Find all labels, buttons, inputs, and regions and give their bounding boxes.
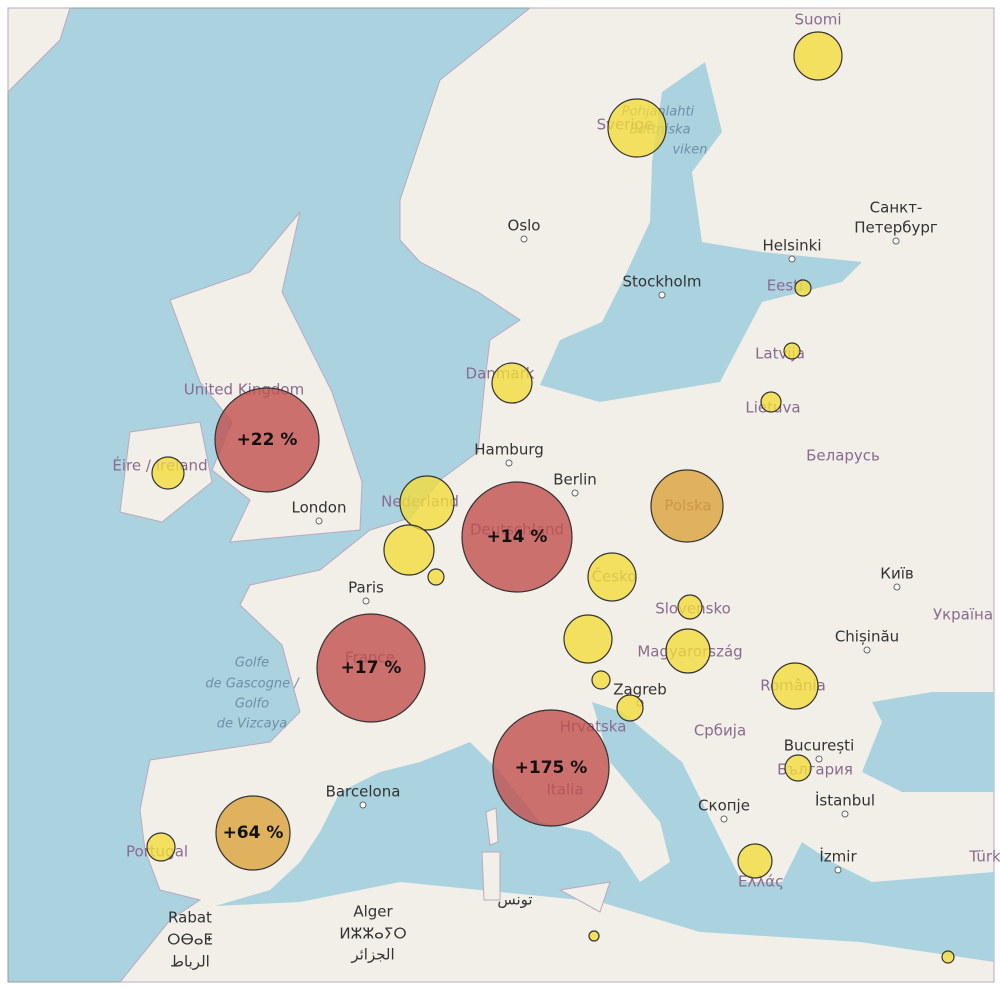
place-label: Србија — [694, 722, 746, 740]
land — [118, 7, 995, 983]
marker — [587, 552, 637, 602]
place-label: الجزائر — [350, 946, 394, 964]
city-dot — [893, 583, 901, 591]
mediterranean-sea — [215, 702, 994, 962]
marker — [941, 950, 955, 964]
marker — [461, 481, 573, 593]
marker — [771, 662, 819, 710]
marker — [215, 795, 291, 871]
place-label: Київ — [880, 565, 913, 583]
place-label: Hamburg — [474, 441, 544, 459]
place-label: İzmir — [819, 847, 857, 866]
place-label: Helsinki — [762, 237, 821, 255]
marker — [491, 362, 533, 404]
sicily — [558, 881, 611, 913]
marker — [591, 670, 611, 690]
marker-label: +22 % — [237, 430, 298, 450]
place-label: London — [292, 499, 347, 517]
place-label: Chișinău — [835, 628, 899, 646]
place-label: viken — [672, 143, 707, 158]
marker-label: +14 % — [487, 527, 548, 547]
place-label: Stockholm — [623, 273, 702, 291]
marker — [677, 594, 703, 620]
marker — [492, 709, 610, 827]
city-dot — [315, 517, 323, 525]
city-dot — [571, 489, 579, 497]
place-label: Berlin — [553, 471, 597, 489]
marker — [214, 387, 320, 493]
city-dot — [359, 801, 367, 809]
place-label: الرباط — [170, 953, 210, 971]
place-label: ⵍⵣⵣⴰⵢⵔ — [339, 925, 406, 943]
city-dot — [520, 235, 528, 243]
marker — [737, 843, 773, 879]
place-label: Україна — [933, 606, 993, 624]
marker-label: +64 % — [223, 823, 284, 843]
marker — [563, 614, 613, 664]
place-label: Alger — [353, 903, 393, 921]
marker — [383, 524, 435, 576]
baltic-sea — [540, 62, 862, 402]
marker — [783, 342, 801, 360]
marker — [665, 628, 711, 674]
marker-label: +175 % — [515, 758, 588, 778]
iceland — [7, 7, 71, 94]
marker — [784, 754, 812, 782]
marker — [399, 475, 455, 531]
city-dot — [658, 291, 666, 299]
place-label: ⵔⴱⴰⵟ — [167, 931, 213, 949]
place-label: Suomi — [795, 11, 842, 29]
marker — [650, 469, 724, 543]
place-label: Беларусь — [806, 447, 880, 465]
city-dot — [815, 755, 823, 763]
place-label: de Vizcaya — [217, 717, 288, 732]
marker — [588, 930, 600, 942]
city-dot — [362, 597, 370, 605]
marker — [427, 568, 445, 586]
place-label: de Gascogne / — [205, 677, 300, 692]
place-label: Oslo — [508, 217, 541, 235]
place-label: Скопје — [698, 797, 750, 815]
city-dot — [720, 815, 728, 823]
place-label: Rabat — [168, 909, 212, 927]
city-dot — [863, 646, 871, 654]
place-label: Barcelona — [326, 783, 401, 801]
marker — [760, 391, 782, 413]
place-label: Санкт- — [870, 199, 923, 217]
place-label: تونس — [497, 891, 532, 909]
city-dot — [505, 459, 513, 467]
city-dot — [788, 255, 796, 263]
city-dot — [834, 866, 842, 874]
marker — [316, 613, 426, 723]
place-label: İstanbul — [815, 791, 875, 810]
black-sea — [862, 692, 994, 792]
corsica-sardinia — [481, 807, 501, 901]
city-dot — [892, 237, 900, 245]
place-label: Zagreb — [613, 681, 667, 699]
place-label: Golfe — [235, 656, 269, 671]
place-label: Eesti — [767, 277, 804, 295]
city-dot — [841, 810, 849, 818]
marker — [793, 31, 843, 81]
marker — [794, 279, 812, 297]
marker — [616, 694, 644, 722]
marker — [607, 98, 667, 158]
place-label: Türk — [968, 848, 1000, 866]
place-label: Golfo — [235, 697, 269, 712]
place-label: Петербург — [854, 219, 938, 237]
marker — [146, 832, 176, 862]
marker-label: +17 % — [341, 658, 402, 678]
place-label: București — [784, 737, 854, 755]
marker — [151, 456, 185, 490]
place-label: Paris — [348, 579, 384, 597]
